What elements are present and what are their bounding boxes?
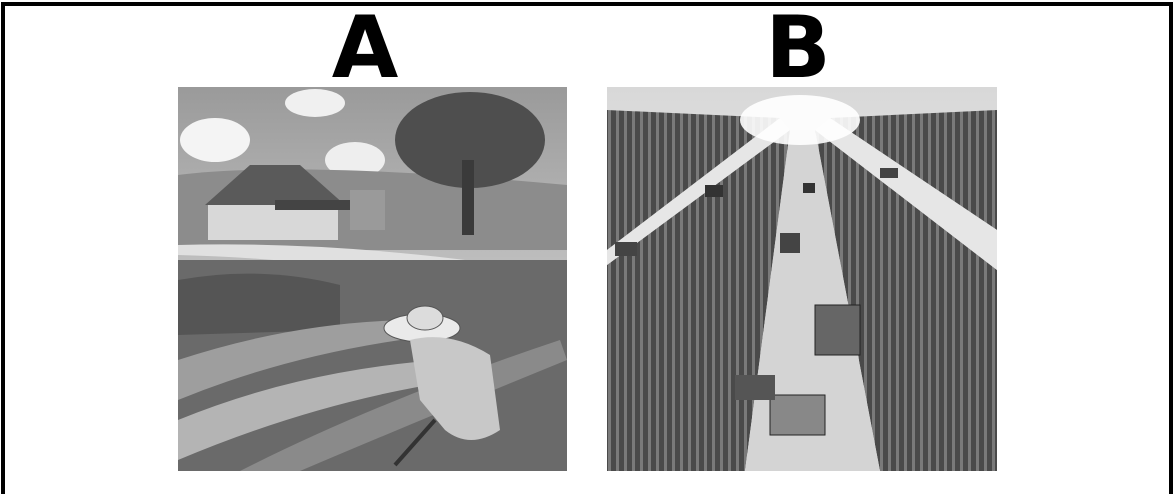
figure: A B bbox=[0, 0, 1176, 494]
page: {"panels": [{"label": "A"}, {"label": "B… bbox=[0, 0, 1176, 494]
panel-label: A bbox=[332, 0, 399, 98]
image-a bbox=[178, 87, 567, 471]
panel-label: B bbox=[765, 0, 831, 98]
image-b bbox=[607, 87, 997, 471]
